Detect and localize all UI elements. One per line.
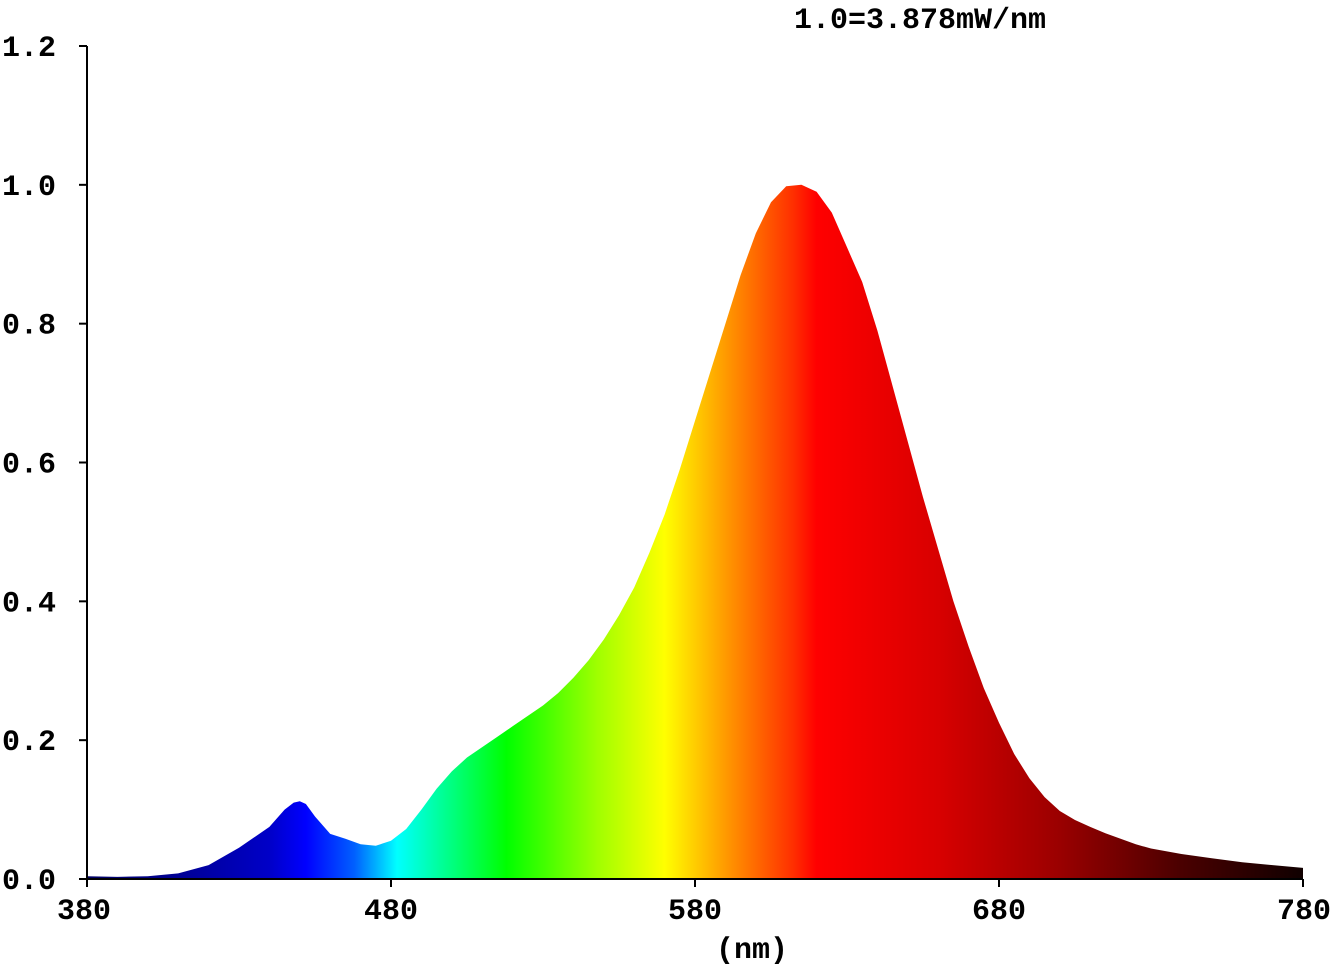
x-tick-label: 480 (364, 895, 418, 929)
x-tick-label: 580 (668, 895, 722, 929)
spectrum-area (87, 184, 1303, 880)
x-tick-label: 780 (1277, 895, 1331, 929)
y-tick-label: 0.6 (2, 449, 56, 483)
y-tick-label: 0.8 (2, 310, 56, 344)
normalization-annotation: 1.0=3.878mW/nm (794, 4, 1046, 38)
x-axis-label: (nm) (716, 934, 788, 968)
y-tick-label: 0.4 (2, 587, 56, 621)
y-tick-label: 0.0 (2, 865, 56, 899)
x-tick-label: 380 (57, 895, 111, 929)
y-tick-label: 1.2 (2, 32, 56, 66)
x-tick-label: 680 (972, 895, 1026, 929)
y-tick-label: 1.0 (2, 171, 56, 205)
y-tick-label: 0.2 (2, 726, 56, 760)
x-axis-ticks: 380 480 580 680 780 (57, 879, 1331, 929)
y-axis-ticks: 0.0 0.2 0.4 0.6 0.8 1.0 1.2 (2, 32, 87, 899)
